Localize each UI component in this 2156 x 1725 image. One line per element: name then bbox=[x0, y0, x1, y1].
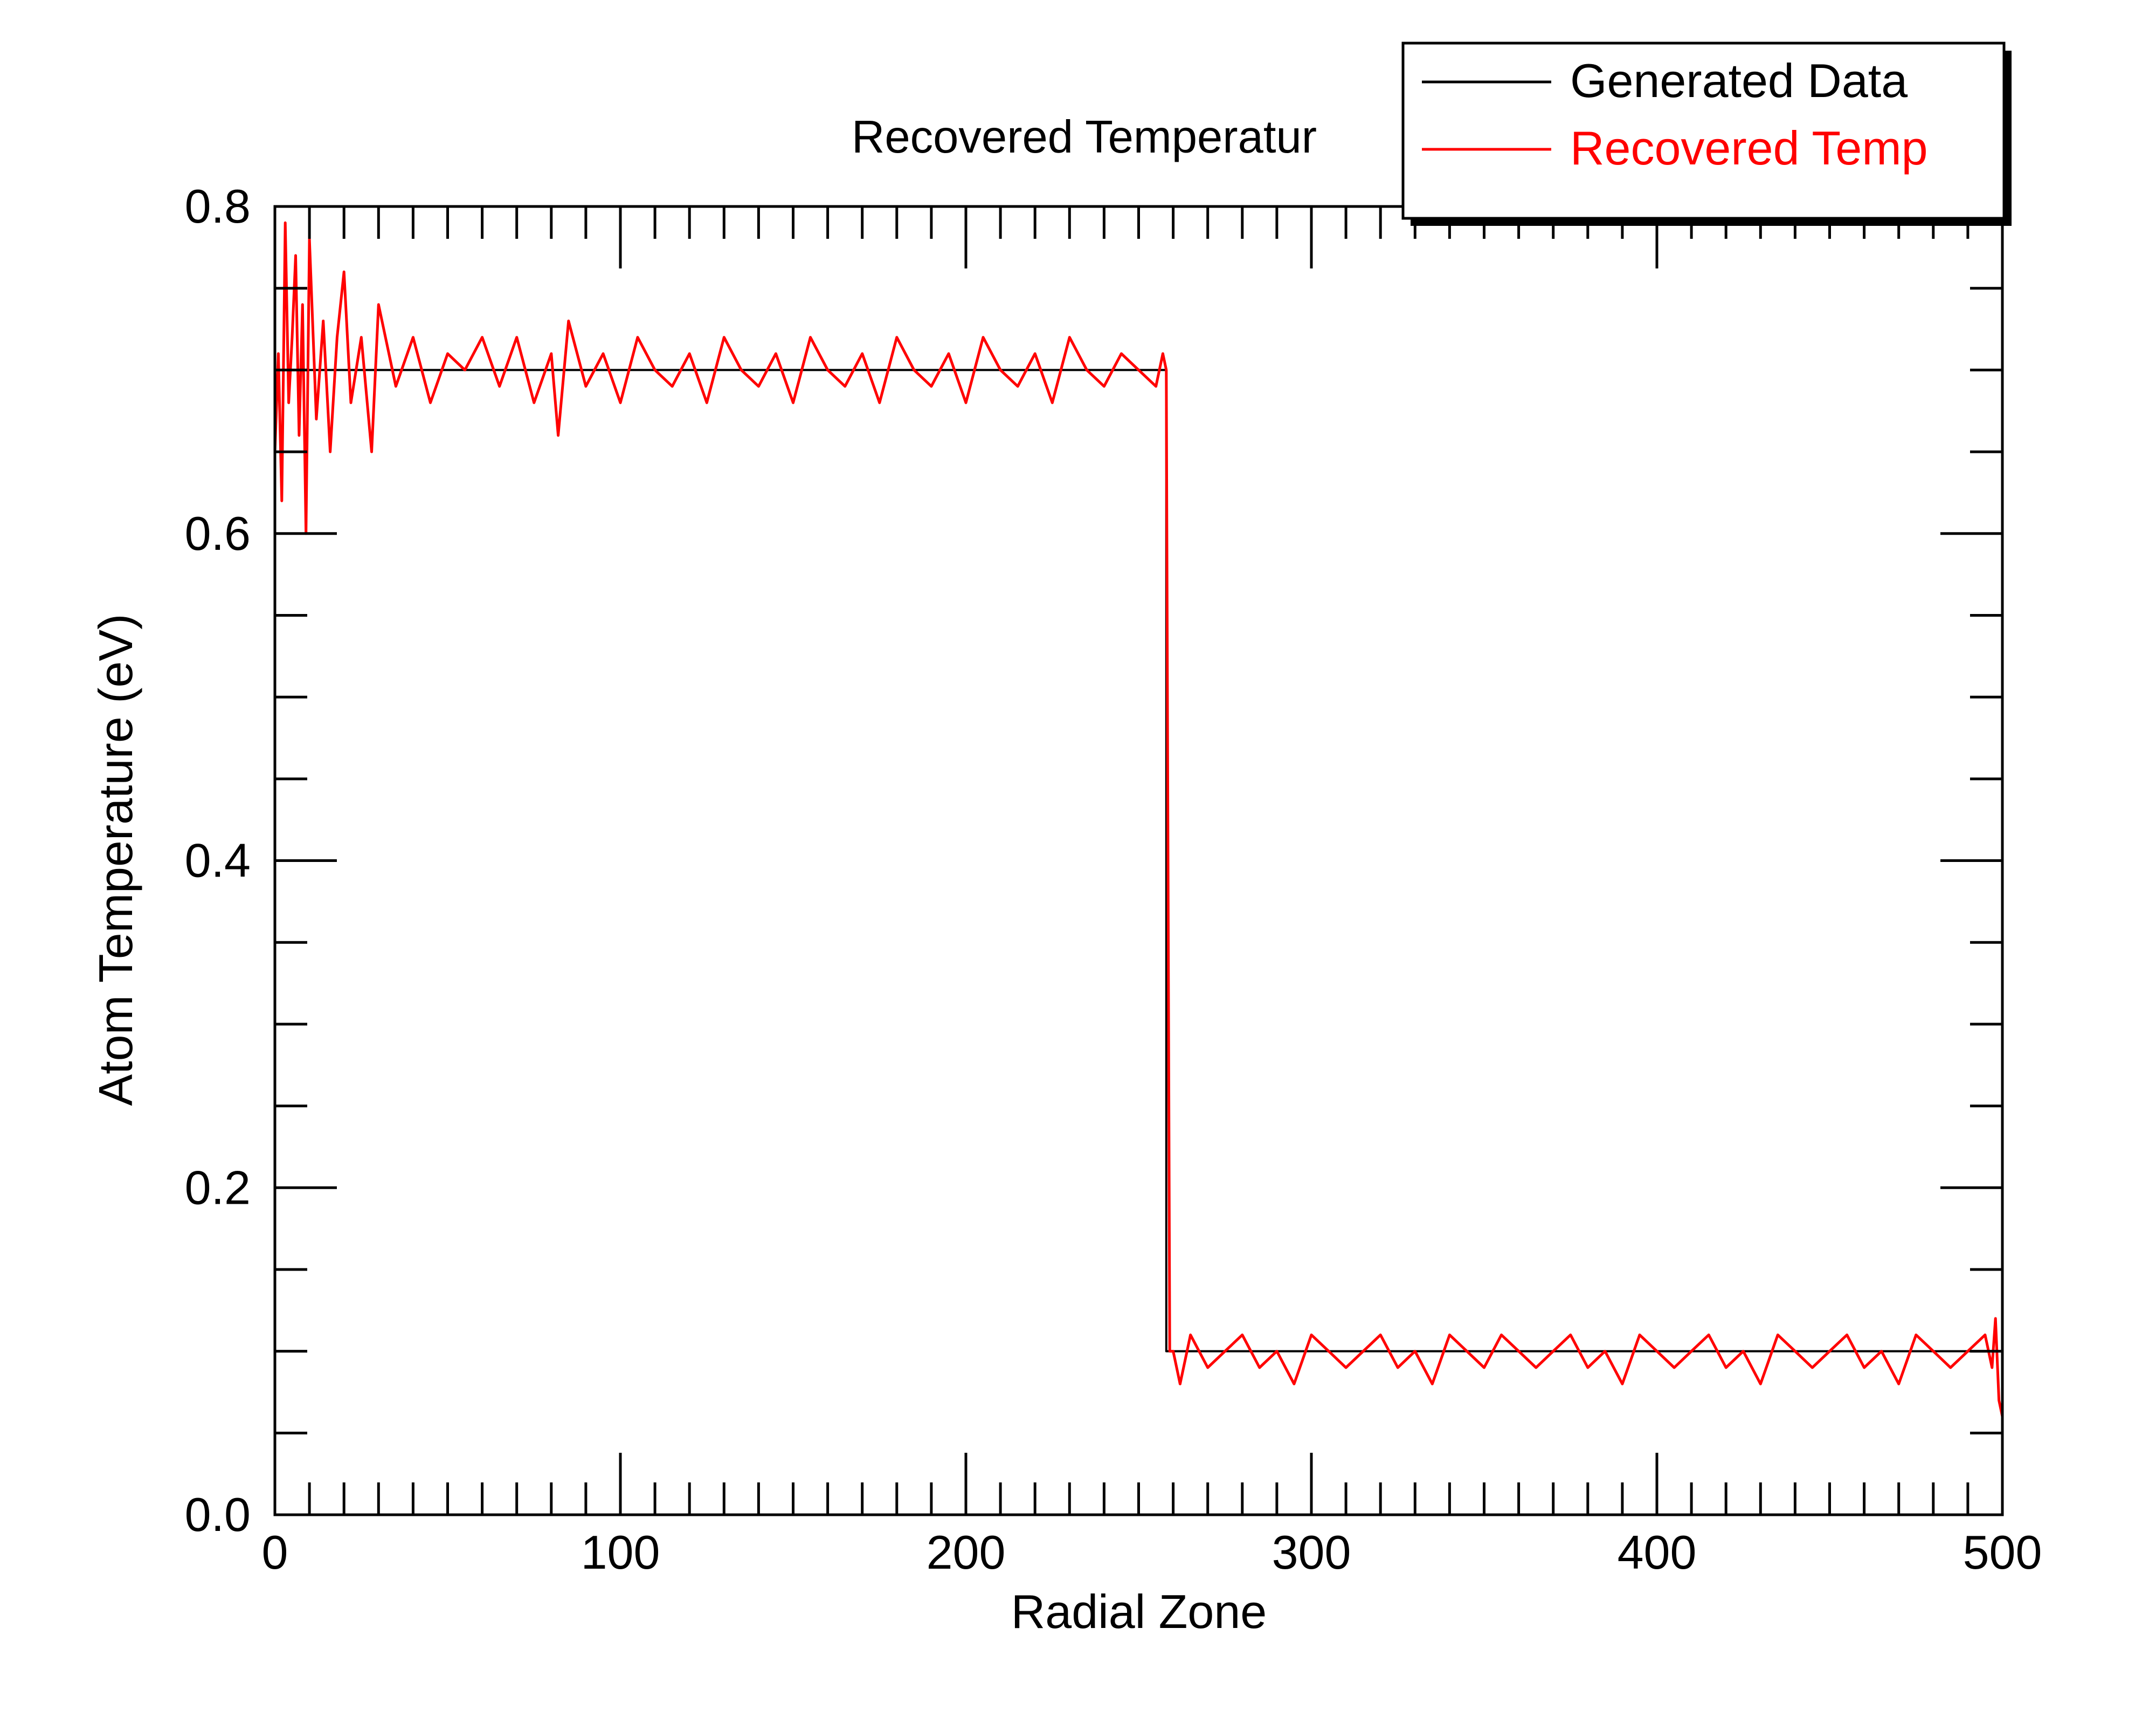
y-tick-label: 0.0 bbox=[185, 1488, 251, 1541]
y-axis-title: Atom Temperature (eV) bbox=[89, 614, 142, 1106]
x-tick-label: 100 bbox=[581, 1526, 660, 1579]
y-tick-label: 0.6 bbox=[185, 507, 251, 560]
legend-label-recovered-temp: Recovered Temp bbox=[1570, 121, 1928, 175]
axis-tick-labels: 0 100 200 300 400 500 0.0 0.2 0.4 0.6 0.8 bbox=[185, 180, 2042, 1579]
x-tick-label: 500 bbox=[1963, 1526, 2042, 1579]
legend-label-generated-data: Generated Data bbox=[1570, 54, 1908, 107]
series-line-recovered-temp bbox=[273, 221, 2004, 1417]
x-axis-title: Radial Zone bbox=[1011, 1585, 1267, 1638]
legend-box bbox=[1401, 42, 2006, 220]
x-tick-label: 400 bbox=[1618, 1526, 1697, 1579]
chart-title: Recovered Temperatur bbox=[852, 112, 1317, 163]
x-tick-label: 0 bbox=[262, 1526, 288, 1579]
series-line-generated-data bbox=[275, 369, 2002, 1353]
x-tick-label: 200 bbox=[927, 1526, 1006, 1579]
y-tick-label: 0.8 bbox=[185, 180, 251, 233]
legend: Generated Data Recovered Temp bbox=[1401, 42, 2012, 226]
y-tick-label: 0.4 bbox=[185, 834, 251, 887]
x-tick-label: 300 bbox=[1272, 1526, 1351, 1579]
y-tick-label: 0.2 bbox=[185, 1161, 251, 1214]
